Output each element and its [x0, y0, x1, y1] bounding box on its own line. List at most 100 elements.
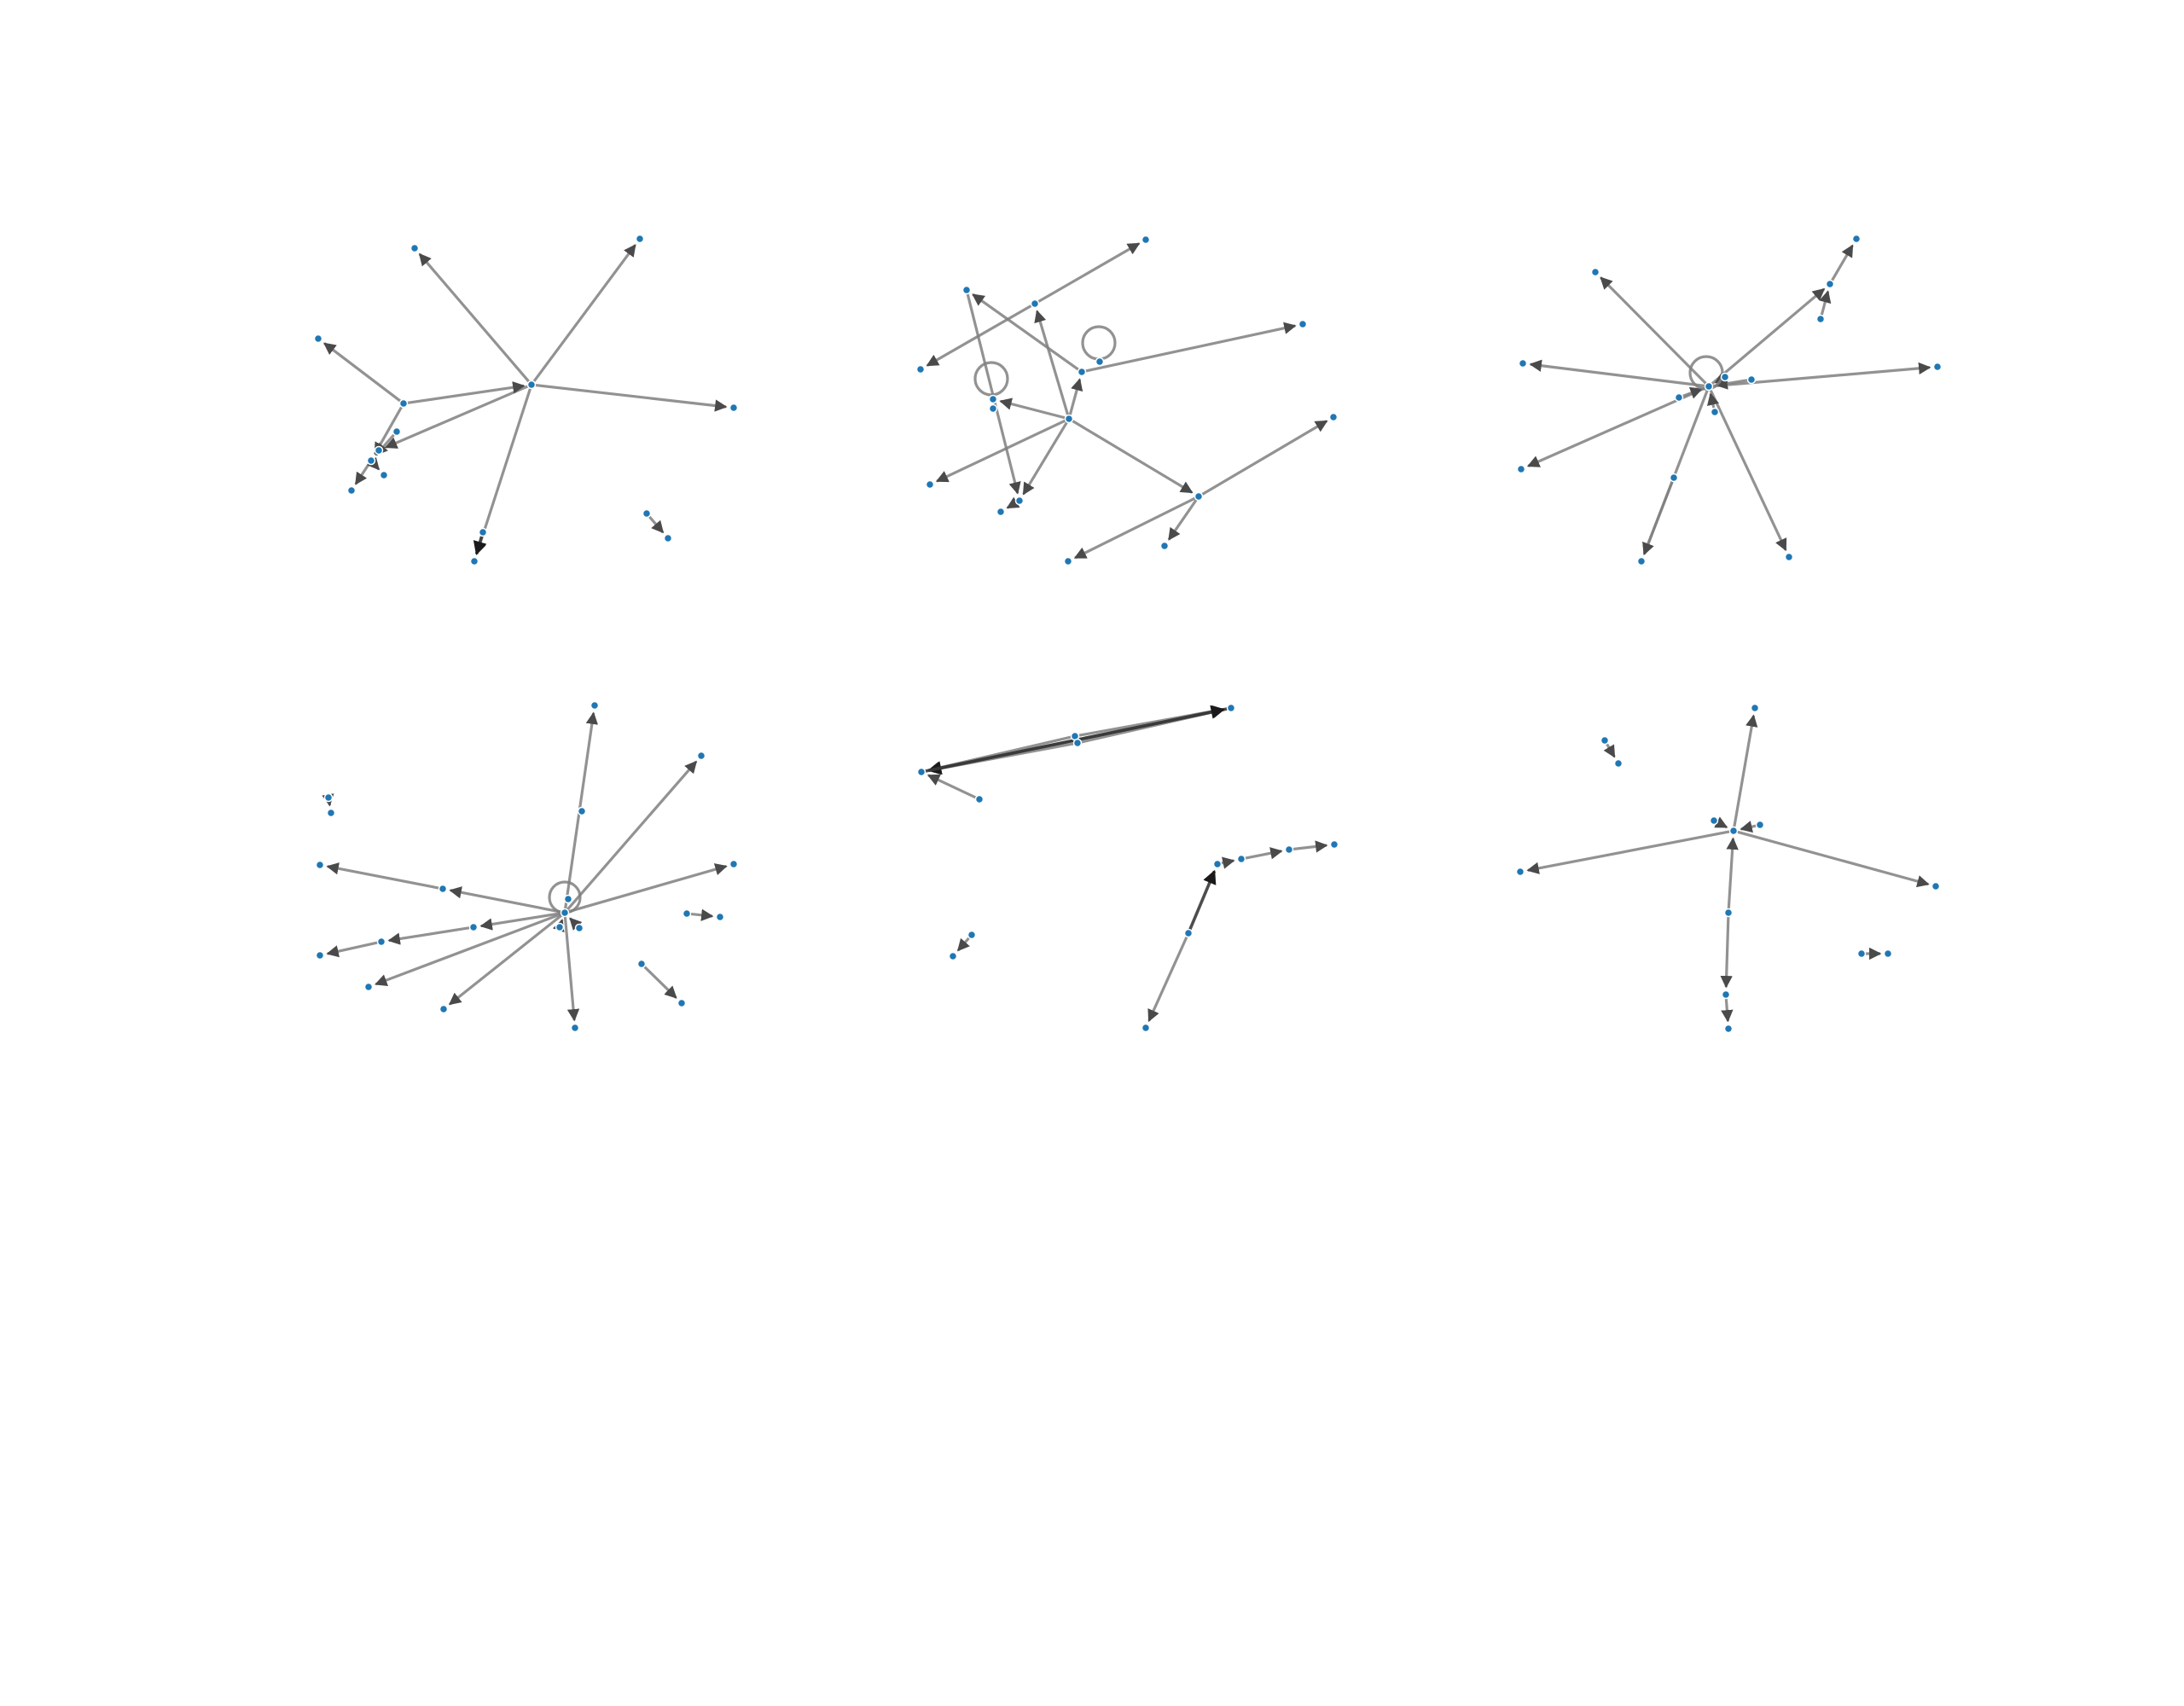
node	[379, 470, 389, 480]
node	[1236, 854, 1246, 864]
node	[1750, 703, 1760, 713]
node	[1212, 859, 1223, 869]
edge	[1199, 420, 1328, 496]
node	[1883, 949, 1893, 959]
edge	[354, 461, 371, 485]
edge	[1073, 496, 1198, 560]
edge	[1740, 821, 1758, 833]
node	[1931, 881, 1941, 891]
node	[1723, 1024, 1734, 1034]
edge	[1036, 242, 1141, 304]
node	[642, 508, 652, 519]
node	[1669, 473, 1679, 483]
edge	[1830, 244, 1854, 283]
edge	[387, 926, 472, 945]
edge	[1726, 837, 1739, 911]
node	[376, 937, 386, 947]
node	[988, 394, 998, 404]
edge	[1735, 830, 1930, 888]
edge	[1219, 856, 1235, 869]
node-group	[315, 700, 739, 1033]
edge	[1642, 479, 1675, 555]
edge	[923, 705, 1225, 774]
node-group	[313, 234, 739, 566]
node	[363, 982, 374, 992]
node	[1709, 815, 1719, 826]
edge	[926, 304, 1034, 367]
node	[1226, 703, 1236, 713]
node	[1072, 738, 1083, 748]
edge	[1732, 714, 1758, 829]
edge	[384, 384, 530, 449]
node	[996, 507, 1006, 517]
node	[374, 445, 384, 456]
node	[1723, 908, 1734, 918]
node-group	[1515, 703, 1941, 1034]
node	[988, 403, 998, 414]
node	[729, 859, 739, 869]
node	[1298, 319, 1308, 329]
edge	[1526, 829, 1732, 874]
edge	[956, 936, 972, 952]
node	[398, 398, 409, 409]
node	[563, 894, 573, 904]
node	[1014, 496, 1025, 506]
edge	[1720, 914, 1733, 989]
edge	[563, 914, 580, 1022]
node	[715, 912, 725, 922]
edge	[647, 514, 665, 534]
edge	[326, 941, 380, 958]
node	[313, 334, 323, 344]
node	[1746, 374, 1757, 385]
edge	[531, 244, 636, 384]
node	[1704, 381, 1714, 392]
edge	[375, 912, 563, 986]
edge	[1529, 359, 1707, 388]
edge	[1706, 392, 1720, 410]
edge	[1291, 840, 1328, 853]
node	[1095, 357, 1105, 367]
edge	[1714, 816, 1728, 829]
node	[577, 806, 587, 816]
node	[1077, 367, 1087, 377]
node	[1141, 1023, 1151, 1033]
node	[555, 922, 565, 932]
edge-group	[1526, 714, 1930, 1023]
node	[392, 426, 402, 437]
edge	[326, 862, 441, 890]
edge	[418, 252, 531, 384]
node	[916, 767, 926, 777]
node	[570, 1023, 580, 1033]
edge	[473, 534, 487, 555]
edge	[479, 911, 563, 931]
edge-group	[322, 711, 728, 1022]
node	[696, 751, 706, 761]
edge	[405, 381, 526, 405]
edge	[1603, 741, 1616, 758]
node	[469, 556, 479, 566]
edge	[565, 760, 698, 912]
edge	[642, 964, 677, 999]
edge	[1721, 996, 1734, 1023]
panel-6	[1515, 703, 1941, 1034]
node	[961, 285, 972, 295]
edge	[1022, 420, 1069, 496]
node	[468, 922, 479, 932]
edge	[323, 342, 403, 403]
edge	[935, 418, 1067, 483]
node	[1815, 314, 1826, 324]
node	[1141, 235, 1151, 245]
node	[438, 884, 448, 894]
node	[410, 243, 420, 253]
node	[635, 234, 645, 244]
node	[915, 364, 926, 374]
node	[478, 527, 488, 537]
edge	[1681, 386, 1703, 399]
edge	[1188, 869, 1217, 931]
edge	[1068, 378, 1083, 417]
node	[1851, 234, 1862, 244]
node	[1600, 735, 1610, 746]
edge	[1600, 276, 1709, 386]
node	[1710, 407, 1720, 417]
